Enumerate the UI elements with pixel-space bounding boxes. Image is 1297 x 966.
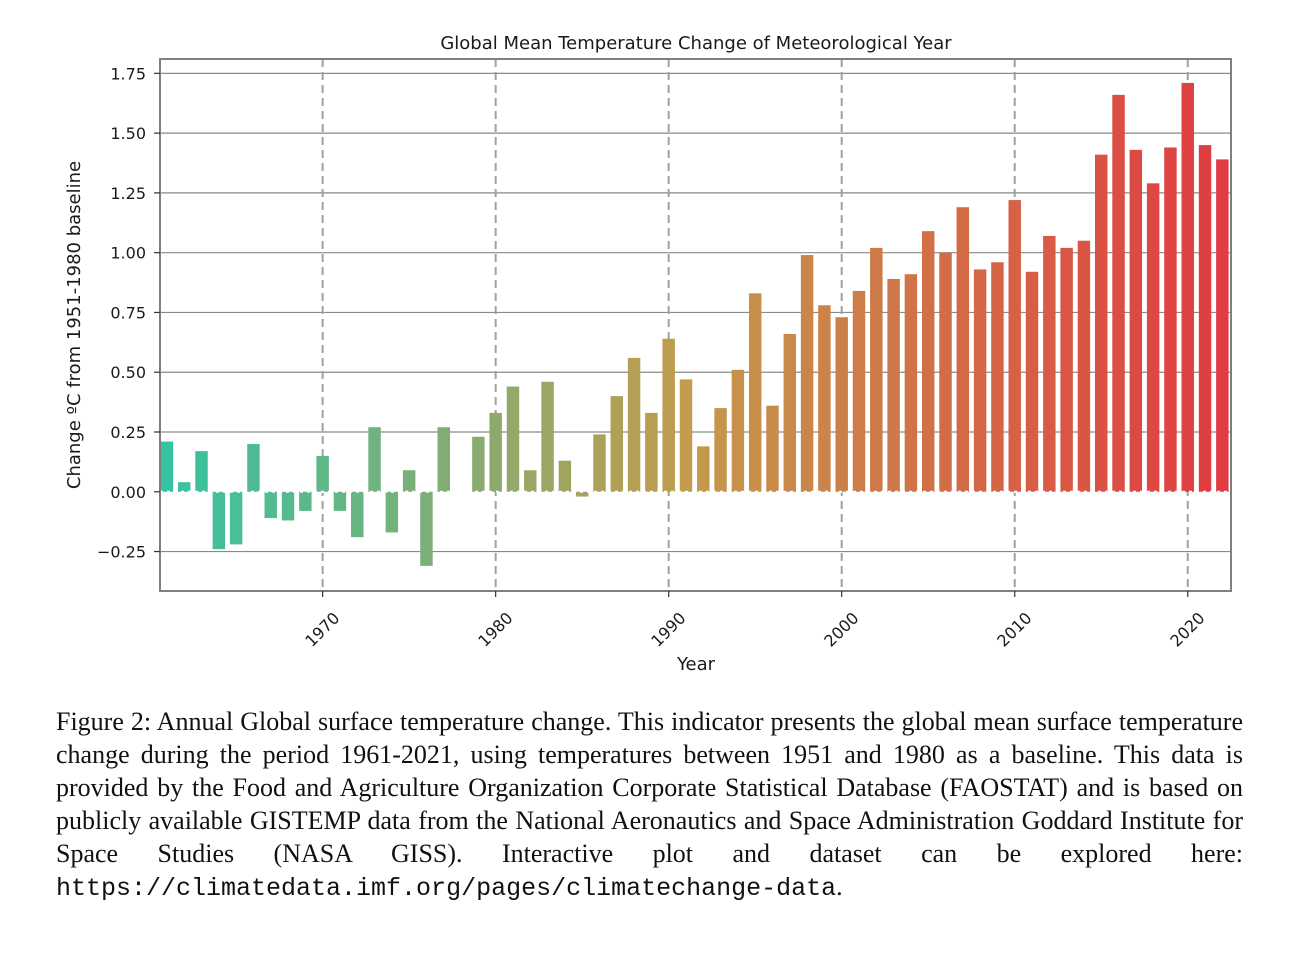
- bar: [195, 451, 208, 492]
- y-tick-label: 1.75: [110, 64, 146, 83]
- bar: [264, 491, 277, 519]
- bar: [316, 455, 329, 492]
- bar: [645, 412, 658, 492]
- bar: [299, 491, 312, 511]
- y-tick-label: −0.25: [97, 543, 146, 562]
- bars: [160, 82, 1229, 566]
- bar: [524, 470, 537, 492]
- bar: [575, 491, 589, 497]
- bar: [973, 269, 987, 492]
- bar: [835, 317, 848, 492]
- bar: [1043, 235, 1056, 492]
- figure-caption: Figure 2: Annual Global surface temperat…: [56, 705, 1243, 905]
- bar: [852, 290, 866, 492]
- bar: [956, 207, 970, 492]
- bar: [679, 379, 693, 492]
- bar: [904, 274, 918, 492]
- caption-url[interactable]: https://climatedata.imf.org/pages/climat…: [56, 874, 837, 903]
- caption-end: .: [836, 872, 843, 901]
- bar: [558, 460, 572, 492]
- x-tick-label: 1990: [647, 608, 689, 650]
- x-tick-label: 2000: [820, 608, 862, 650]
- caption-text: Figure 2: Annual Global surface temperat…: [56, 707, 1243, 868]
- bar: [177, 482, 191, 492]
- bar: [610, 396, 624, 492]
- bar: [748, 293, 762, 492]
- bar: [939, 252, 952, 492]
- bar: [783, 333, 797, 492]
- bar: [541, 381, 554, 492]
- bar: [627, 357, 641, 492]
- bar: [662, 338, 675, 492]
- bar: [1112, 94, 1125, 492]
- bar: [1077, 240, 1091, 492]
- bar: [870, 247, 883, 492]
- bar: [593, 434, 606, 492]
- bar: [887, 278, 900, 492]
- bar: [385, 491, 399, 533]
- bar: [1198, 145, 1212, 492]
- x-tick-label: 1970: [301, 608, 343, 650]
- x-tick-label: 1980: [474, 608, 516, 650]
- bar: [402, 470, 416, 492]
- bar: [1216, 159, 1229, 492]
- bar: [1025, 271, 1039, 492]
- y-tick-label: 1.25: [110, 184, 146, 203]
- x-axis-label: Year: [676, 654, 716, 675]
- bar: [766, 405, 779, 492]
- y-tick-label: 1.50: [110, 124, 146, 143]
- bar: [489, 412, 502, 492]
- y-tick-label: 0.00: [110, 483, 146, 502]
- bar: [420, 491, 433, 566]
- bar: [281, 491, 295, 521]
- bar: [1060, 247, 1073, 492]
- bar: [697, 446, 710, 492]
- bar: [1146, 183, 1160, 492]
- bar: [714, 408, 727, 492]
- bar: [160, 441, 174, 492]
- bar: [731, 369, 745, 492]
- x-tick-label: 2010: [993, 608, 1035, 650]
- plot-frame: [159, 58, 1232, 592]
- bar: [1181, 82, 1194, 492]
- bar: [921, 231, 935, 492]
- bar: [991, 262, 1004, 492]
- y-tick-label: 0.50: [110, 363, 146, 382]
- bar: [1164, 147, 1177, 492]
- bar: [437, 427, 450, 492]
- bar: [472, 436, 485, 492]
- bar: [212, 491, 226, 550]
- x-axis-ticks: 1970 1980 1990 2000 2010 2020: [301, 591, 1209, 651]
- bar: [229, 491, 243, 545]
- bar: [1095, 154, 1108, 492]
- bar: [1129, 149, 1143, 492]
- bar: [368, 427, 381, 492]
- horizontal-gridlines: [160, 72, 1231, 553]
- y-axis-label: Change ºC from 1951-1980 baseline: [64, 161, 85, 489]
- chart: Global Mean Temperature Change of Meteor…: [64, 33, 1232, 675]
- bar: [351, 491, 364, 538]
- x-tick-label: 2020: [1166, 608, 1208, 650]
- chart-title: Global Mean Temperature Change of Meteor…: [440, 33, 952, 54]
- bar: [506, 386, 520, 492]
- y-tick-label: 1.00: [110, 244, 146, 263]
- y-axis-ticks: −0.25 0.00 0.25 0.50 0.75 1.00 1.25 1.50 1.75: [97, 64, 160, 562]
- y-tick-label: 0.75: [110, 303, 146, 322]
- bar: [800, 255, 814, 492]
- bar: [1008, 200, 1021, 492]
- bar: [247, 443, 260, 492]
- bar: [333, 491, 347, 511]
- bar: [818, 305, 831, 492]
- y-tick-label: 0.25: [110, 423, 146, 442]
